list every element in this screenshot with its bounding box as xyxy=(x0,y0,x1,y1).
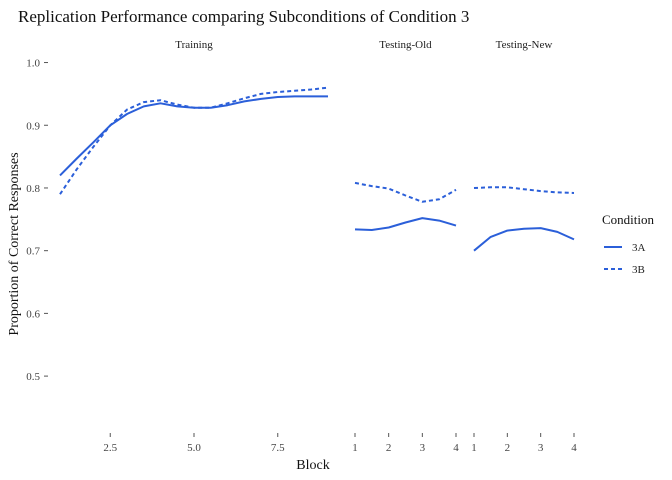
legend-entry-3b: 3B xyxy=(604,264,645,276)
x-tick-label: 4 xyxy=(571,442,577,454)
panel-strip-label: Training xyxy=(175,39,213,51)
legend-label: 3A xyxy=(632,242,646,254)
x-tick-label: 2.5 xyxy=(103,442,117,454)
series-line-3b xyxy=(59,86,329,195)
panel-testing-old: Testing-Old 1 2 3 4 xyxy=(352,39,459,454)
x-tick-label: 2 xyxy=(505,442,511,454)
chart-title: Replication Performance comparing Subcon… xyxy=(18,7,469,26)
panel-strip-label: Testing-Old xyxy=(379,39,432,51)
panel-training: Training 2.5 5.0 7.5 xyxy=(59,39,329,454)
x-tick-label: 4 xyxy=(453,442,459,454)
legend-items: 3A 3B xyxy=(604,242,646,276)
legend-label: 3B xyxy=(632,264,645,276)
series-line-3b xyxy=(473,186,575,194)
x-tick-label: 5.0 xyxy=(187,442,201,454)
panel-strip-label: Testing-New xyxy=(496,39,553,51)
x-tick-label: 3 xyxy=(420,442,426,454)
x-axis-title: Block xyxy=(296,458,329,473)
y-tick-label: 0.6 xyxy=(26,308,40,320)
y-tick-label: 0.5 xyxy=(26,371,40,383)
panel-testing-new: Testing-New 1 2 3 4 xyxy=(471,39,577,454)
series-line-3a xyxy=(354,217,457,231)
series-line-3a xyxy=(473,227,575,252)
y-tick-label: 0.9 xyxy=(26,120,40,132)
x-tick-label: 7.5 xyxy=(271,442,285,454)
x-tick-label: 1 xyxy=(471,442,477,454)
series-line-3b xyxy=(354,181,457,203)
x-tick-label: 2 xyxy=(386,442,392,454)
x-tick-label: 1 xyxy=(352,442,358,454)
y-tick-label: 1.0 xyxy=(26,58,40,70)
legend-title: Condition xyxy=(602,212,655,227)
y-tick-label: 0.8 xyxy=(26,183,40,195)
x-tick-label: 3 xyxy=(538,442,544,454)
y-axis: 0.5 0.6 0.7 0.8 0.9 1.0 xyxy=(26,58,48,383)
y-tick-label: 0.7 xyxy=(26,246,40,258)
y-axis-title: Proportion of Correct Responses xyxy=(7,152,22,335)
legend: Condition 3A 3B xyxy=(602,212,655,276)
legend-entry-3a: 3A xyxy=(604,242,646,254)
